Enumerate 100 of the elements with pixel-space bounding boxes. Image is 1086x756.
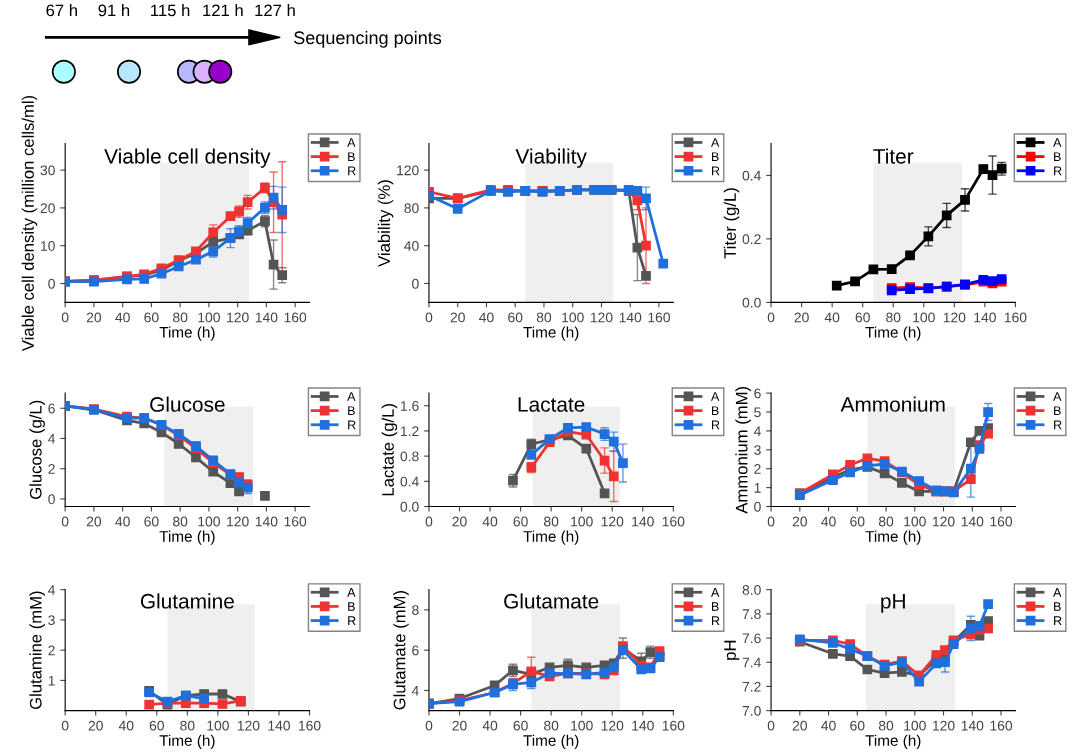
x-tick-label: 0 <box>767 720 775 731</box>
y-tick-label: 1 <box>754 483 761 493</box>
x-tick-label: 80 <box>173 312 188 323</box>
x-axis-title: Time (h) <box>159 326 215 341</box>
x-tick-label: 20 <box>86 312 102 323</box>
x-axis-title: Time (h) <box>865 530 921 545</box>
y-tick-label: 0 <box>48 278 55 289</box>
x-tick-label: 100 <box>562 312 584 323</box>
legend-label: B <box>712 152 719 161</box>
x-axis-title: Time (h) <box>523 326 579 341</box>
x-tick-label: 160 <box>990 516 1013 527</box>
legend-label: B <box>348 152 355 161</box>
y-axis-title: Titer (g/L) <box>723 188 740 259</box>
x-tick-label: 20 <box>450 312 465 323</box>
x-tick-label: 80 <box>886 312 901 323</box>
legend-label: R <box>348 616 356 625</box>
y-tick-label: 0.4 <box>400 476 419 487</box>
legend-label: A <box>1053 138 1062 147</box>
chart-title: pH <box>881 594 905 613</box>
category-label: 67 h <box>46 4 77 17</box>
legend-label: B <box>712 602 719 611</box>
x-tick-label: 120 <box>590 312 613 323</box>
legend-label: A <box>347 392 356 401</box>
x-tick-label: 0 <box>61 720 69 731</box>
y-tick-label: 5 <box>754 407 761 418</box>
x-tick-label: 140 <box>255 516 278 527</box>
chart-title: Glucose <box>150 396 225 412</box>
x-tick-label: 160 <box>662 516 685 527</box>
category-label: 121 h <box>203 4 243 17</box>
legend-label: B <box>348 406 355 415</box>
x-tick-label: 140 <box>619 312 642 323</box>
legend-label: A <box>711 138 720 147</box>
x-tick-label: 60 <box>149 720 164 731</box>
x-tick-label: 140 <box>961 720 984 731</box>
legend-label: A <box>347 138 356 147</box>
legend-label: B <box>1054 152 1061 161</box>
x-tick-label: 60 <box>513 516 528 527</box>
x-tick-label: 20 <box>88 720 103 731</box>
x-tick-label: 40 <box>118 720 134 731</box>
y-tick-label: 8 <box>412 605 419 616</box>
y-tick-label: 0.0 <box>742 297 761 308</box>
legend-label: R <box>1054 616 1062 625</box>
x-tick-label: 100 <box>904 720 926 731</box>
y-axis-title: Glutamine (mM) <box>29 591 45 710</box>
y-tick-label: 0.8 <box>400 451 419 462</box>
x-tick-label: 0 <box>425 516 433 527</box>
y-tick-label: 6 <box>48 403 55 414</box>
y-tick-label: 3 <box>754 445 761 455</box>
y-tick-label: 1.2 <box>401 426 419 436</box>
y-tick-label: 1 <box>48 675 55 686</box>
y-tick-label: 7.6 <box>742 633 761 644</box>
x-tick-label: 140 <box>255 312 278 323</box>
y-tick-label: 30 <box>40 165 55 176</box>
x-axis-title: Time (h) <box>159 530 215 545</box>
x-tick-label: 60 <box>850 516 865 527</box>
legend-label: R <box>1054 166 1062 176</box>
x-tick-label: 160 <box>648 312 670 323</box>
x-tick-label: 40 <box>115 312 130 323</box>
x-tick-label: 20 <box>792 720 807 731</box>
x-tick-label: 100 <box>207 720 229 731</box>
legend-label: B <box>1054 406 1061 415</box>
category-label: 127 h <box>255 4 295 17</box>
x-tick-label: 0 <box>61 312 69 323</box>
x-tick-label: 160 <box>298 720 321 731</box>
x-tick-label: 0 <box>425 312 433 323</box>
x-tick-label: 140 <box>961 516 984 527</box>
legend-label: R <box>1054 420 1062 430</box>
legend-label: B <box>1054 602 1061 611</box>
x-tick-label: 80 <box>544 516 559 527</box>
x-tick-label: 20 <box>452 516 467 527</box>
x-tick-label: 120 <box>227 312 249 323</box>
x-tick-label: 60 <box>513 720 528 731</box>
x-tick-label: 160 <box>284 312 307 323</box>
legend-label: A <box>711 588 720 597</box>
x-tick-label: 120 <box>933 720 955 731</box>
y-tick-label: 6 <box>754 388 761 399</box>
y-tick-label: 10 <box>41 241 55 251</box>
y-axis-title: Ammonium (mM) <box>735 386 751 514</box>
chart-title: Viability <box>515 148 587 168</box>
legend-label: A <box>1053 588 1062 597</box>
chart-title: Viable cell density <box>104 148 271 168</box>
y-tick-label: 40 <box>404 241 419 251</box>
y-tick-label: 20 <box>40 203 55 214</box>
chart-title: Glutamate <box>504 593 599 609</box>
x-tick-label: 80 <box>544 720 559 731</box>
x-tick-label: 40 <box>479 312 494 323</box>
y-tick-label: 0 <box>412 278 419 289</box>
y-tick-label: 8.0 <box>742 585 761 595</box>
x-tick-label: 160 <box>990 720 1013 731</box>
y-tick-label: 4 <box>753 426 761 436</box>
x-axis-title: Time (h) <box>159 734 215 749</box>
x-tick-label: 120 <box>943 312 966 323</box>
x-tick-label: 80 <box>173 516 188 527</box>
y-tick-label: 2 <box>48 645 55 656</box>
y-tick-label: 7.4 <box>742 657 761 668</box>
x-tick-label: 140 <box>632 516 654 527</box>
x-tick-label: 60 <box>144 312 159 323</box>
x-tick-label: 120 <box>601 720 624 731</box>
y-tick-label: 0 <box>48 494 55 505</box>
x-axis-title: Time (h) <box>865 326 921 341</box>
